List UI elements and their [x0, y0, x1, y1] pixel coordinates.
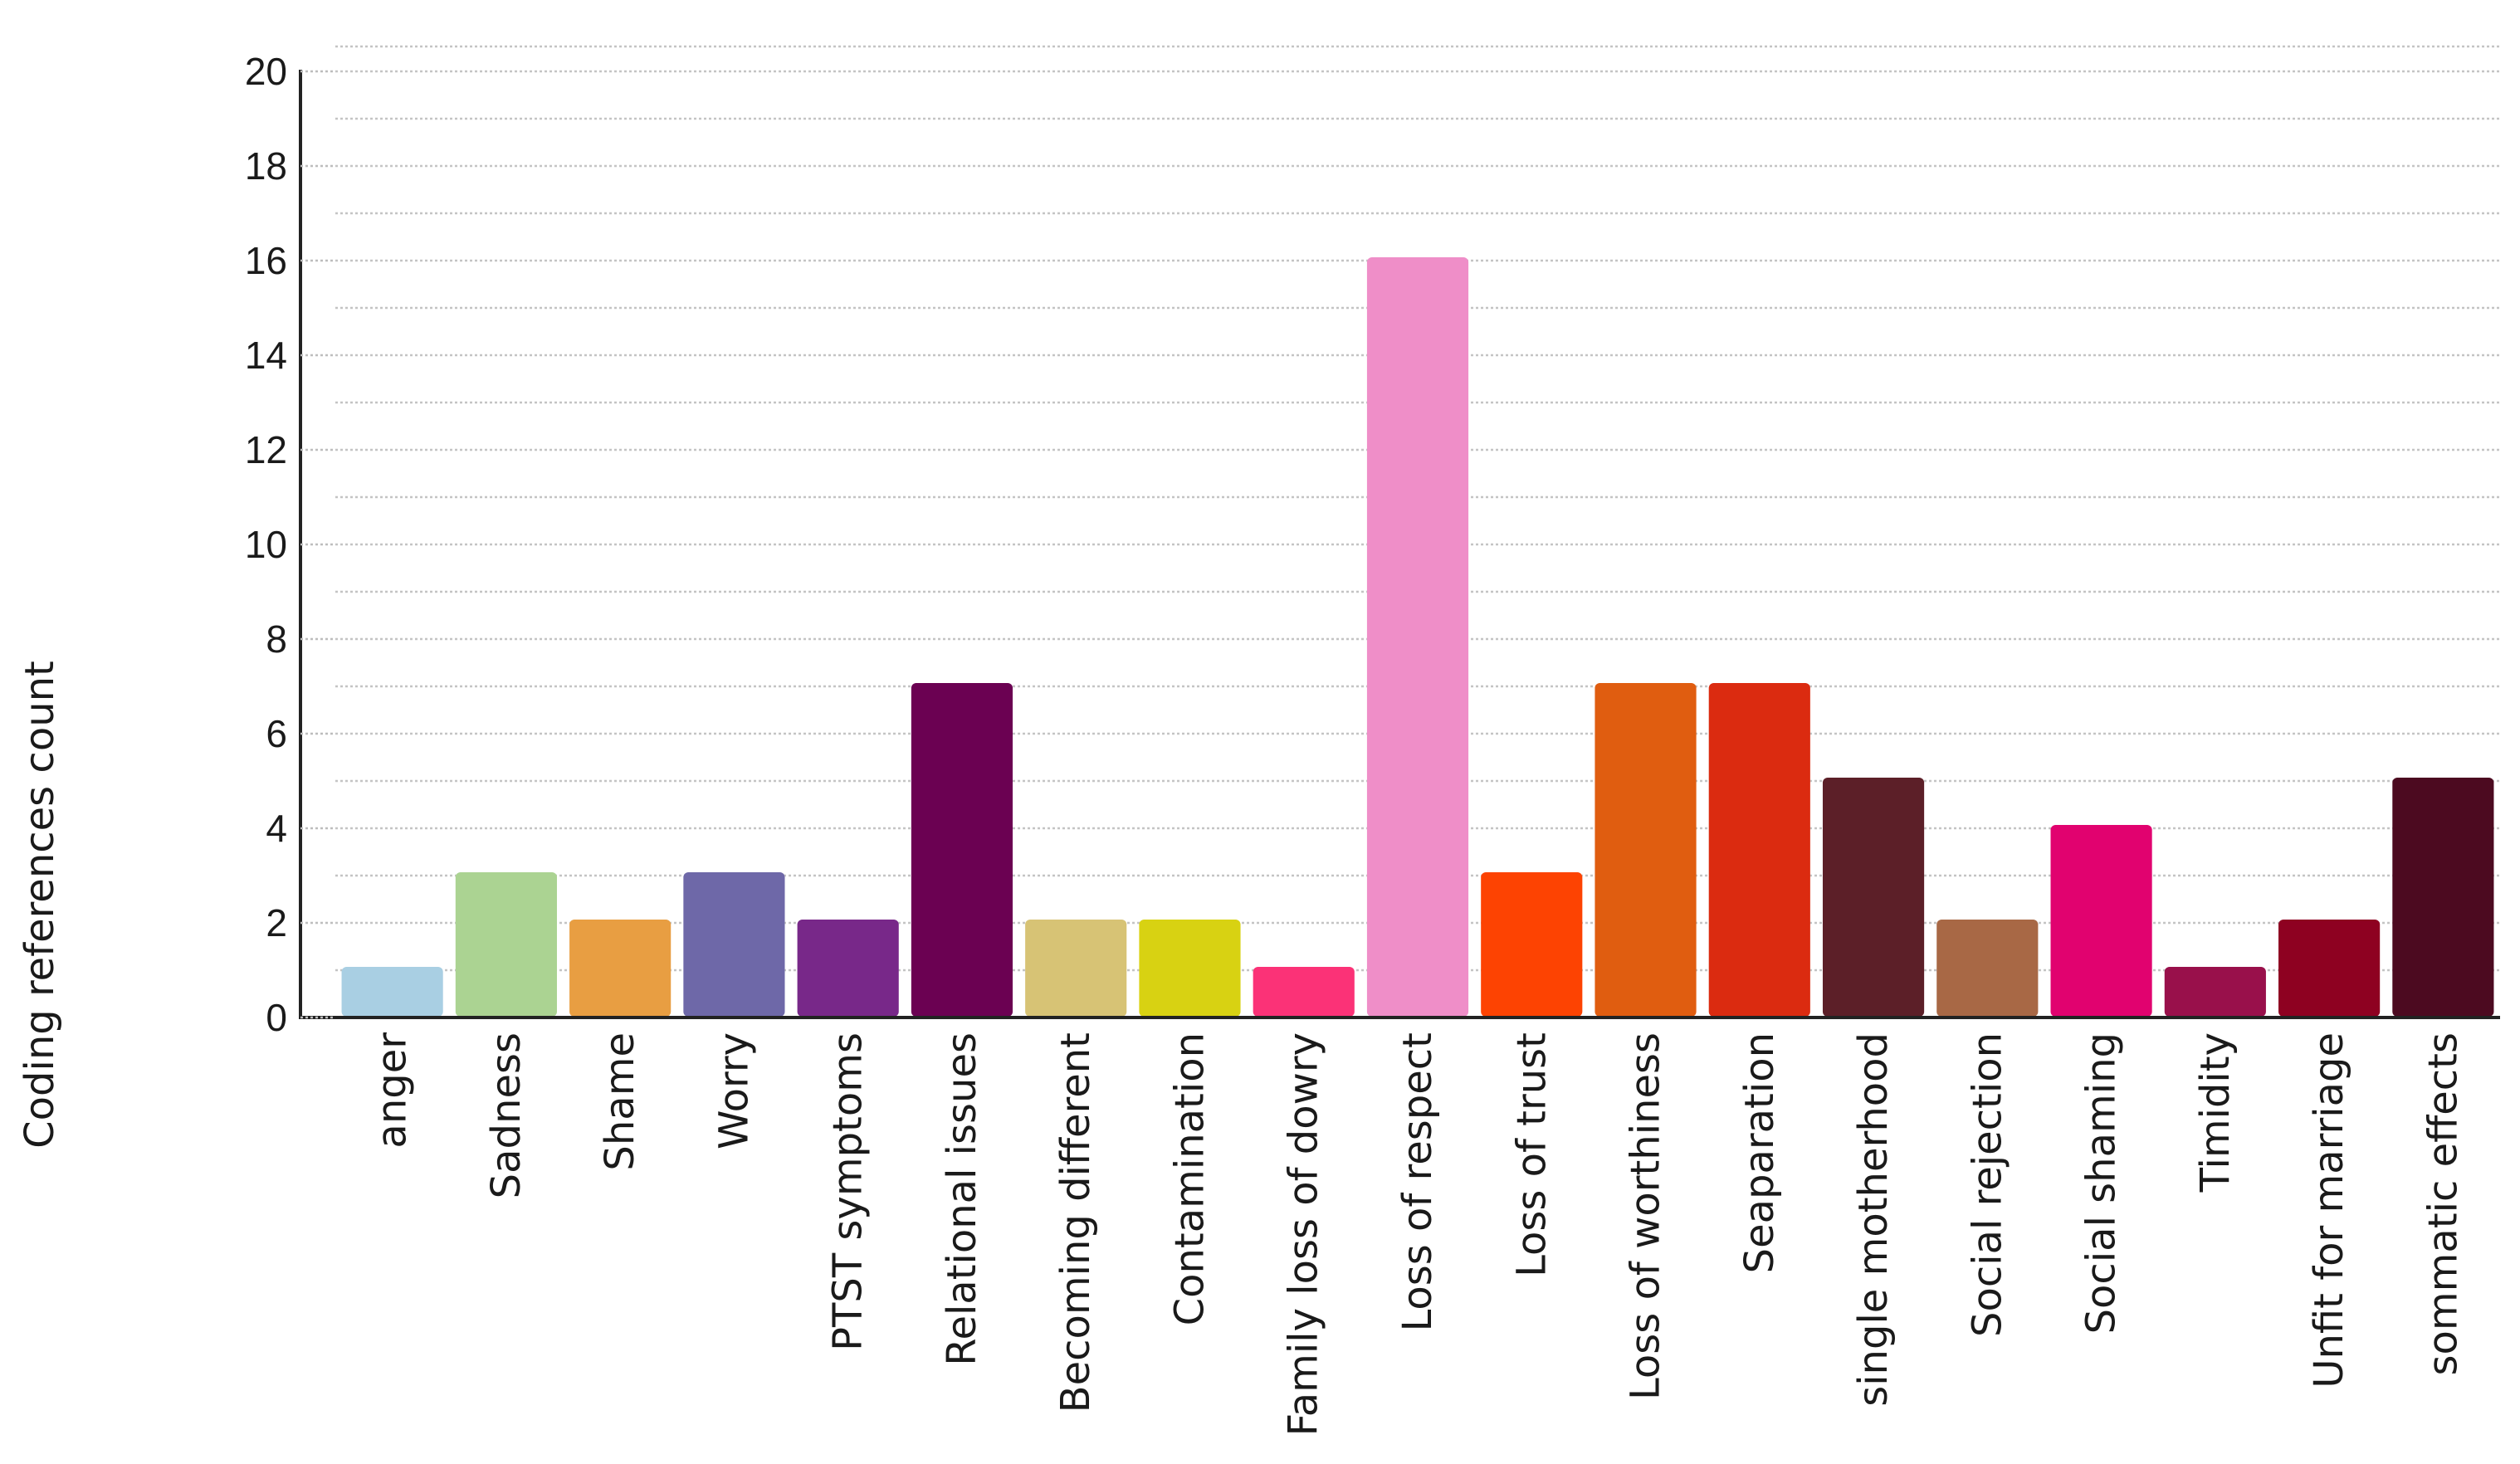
bar-becoming-different	[1025, 920, 1127, 1017]
x-tick-label: Loss of trust	[1508, 1032, 1555, 1277]
y-tick-labels: 0 2 4 6 8 10 12 14 16 18 20	[245, 50, 287, 1039]
x-category-labels: anger Sadness Shame Worry PTST symptoms Relat…	[369, 1032, 2467, 1437]
x-tick-label: Relational issues	[939, 1032, 985, 1366]
y-tick-label: 20	[245, 50, 287, 93]
x-tick-label: Social shaming	[2078, 1032, 2125, 1334]
bar-loss-of-worthiness	[1595, 683, 1697, 1017]
x-tick-label: Shame	[597, 1032, 643, 1171]
bar-loss-of-trust	[1481, 872, 1583, 1017]
x-tick-label: single motherhood	[1850, 1032, 1897, 1407]
bar-unfit-for-marriage	[2278, 920, 2381, 1017]
x-tick-label: Unfit for marriage	[2306, 1032, 2352, 1388]
y-tick-label: 12	[245, 428, 287, 471]
x-tick-label: Seaparation	[1736, 1032, 1783, 1273]
x-tick-label: Loss of respect	[1394, 1032, 1441, 1332]
y-tick-label: 4	[266, 807, 287, 850]
x-tick-label: Worry	[711, 1032, 757, 1149]
x-tick-label: Contamination	[1166, 1032, 1213, 1325]
bar-relational-issues	[911, 683, 1013, 1017]
bar-single-motherhood	[1822, 778, 1925, 1017]
bars	[341, 257, 2494, 1017]
bar-loss-of-respect	[1366, 257, 1469, 1017]
x-tick-label: anger	[369, 1032, 416, 1149]
bar-timidity	[2164, 967, 2266, 1017]
y-tick-label: 8	[266, 617, 287, 661]
x-tick-label: Social rejection	[1964, 1032, 2010, 1337]
x-tick-label: Loss of worthiness	[1623, 1032, 1669, 1400]
y-tick-label: 0	[266, 996, 287, 1039]
bar-contamination	[1139, 920, 1241, 1017]
y-tick-label: 6	[266, 712, 287, 755]
bar-seaparation	[1708, 683, 1810, 1017]
y-tick-label: 18	[245, 144, 287, 188]
bar-sommatic-effects	[2392, 778, 2494, 1017]
x-tick-label: Sadness	[483, 1032, 530, 1198]
axes	[299, 70, 2500, 1019]
bar-social-rejection	[1936, 920, 2039, 1017]
y-axis-title: Coding references count	[17, 661, 63, 1149]
bar-social-shaming	[2050, 825, 2152, 1017]
x-tick-label: Family loss of dowry	[1281, 1032, 1327, 1436]
x-tick-label: PTST symptoms	[825, 1032, 872, 1351]
bar-shame	[569, 920, 672, 1017]
bar-worry	[683, 872, 785, 1017]
x-tick-label: Becoming different	[1052, 1032, 1099, 1413]
x-tick-label: Timidity	[2192, 1032, 2239, 1193]
bar-family-loss-of-dowry	[1253, 967, 1355, 1017]
y-tick-label: 14	[245, 334, 287, 377]
bar-anger	[341, 967, 443, 1017]
y-tick-label: 16	[245, 239, 287, 282]
y-tick-label: 10	[245, 523, 287, 566]
bar-sadness	[455, 872, 557, 1017]
bar-ptst-symptoms	[797, 920, 899, 1017]
x-tick-label: sommatic effects	[2420, 1032, 2466, 1375]
y-tick-label: 2	[266, 901, 287, 944]
